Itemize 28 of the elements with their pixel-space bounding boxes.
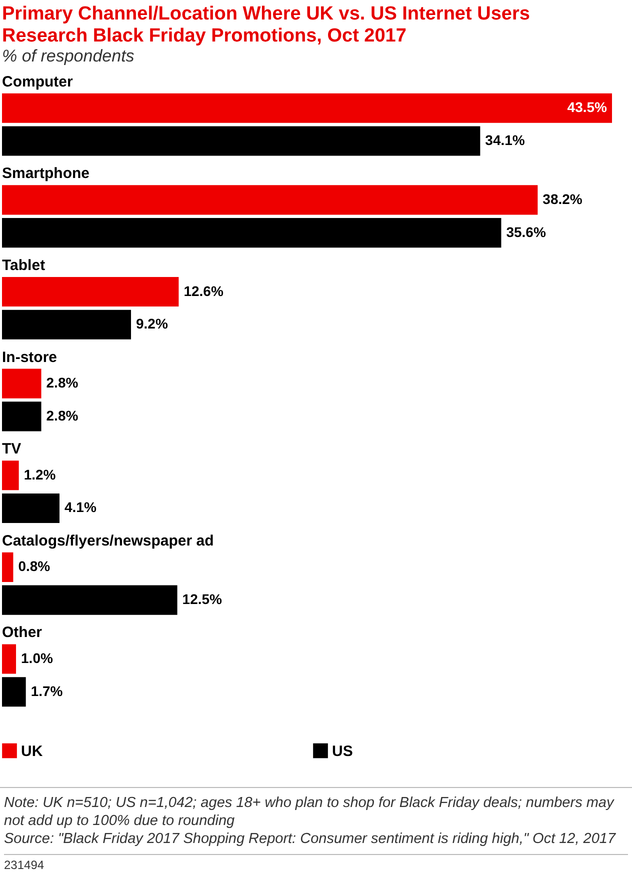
text: Primary Channel/Location Where UK vs. US Internet Users Research Black Friday Promotions, Oct 2017 — [2, 3, 530, 46]
y-tick-label: Tablet — [2, 256, 46, 274]
text: % of respondents — [2, 46, 135, 66]
data-label: 9.2% — [136, 316, 168, 332]
y-tick-label: Computer — [2, 73, 73, 90]
data-label: 2.8% — [46, 407, 79, 424]
data-label: 43.5% — [567, 99, 608, 116]
data-label: 38.2% — [542, 190, 583, 207]
data-label: 35.6% — [506, 224, 546, 240]
data-label: 1.0% — [21, 650, 54, 666]
data-label: 4.1% — [64, 499, 97, 516]
text: Note: UK n=510; US n=1,042; ages 18+ who plan to shop for Black Friday deals; numbers may not add up to 100% due to rounding — [4, 794, 616, 830]
text: 231494 — [4, 854, 628, 874]
legend-label: US — [332, 742, 353, 760]
data-label: 12.6% — [184, 282, 224, 299]
legend-label: UK — [21, 742, 43, 760]
data-label: 1.7% — [30, 682, 64, 699]
data-label: 12.5% — [182, 591, 223, 608]
data-label: 2.8% — [46, 374, 79, 391]
y-tick-label: Other — [2, 624, 42, 642]
y-tick-label: In-store — [2, 348, 58, 366]
y-tick-label: Catalogs/flyers/newspaper ad — [2, 532, 214, 550]
source-note: Source: "Black Friday 2017 Shopping Report: Consumer sentiment is riding high," Oct 12, 2017 — [4, 830, 617, 848]
y-tick-label: Smartphone — [2, 165, 90, 182]
data-label: 0.8% — [18, 558, 51, 574]
data-label: 1.2% — [24, 466, 56, 482]
y-tick-label: TV — [2, 440, 22, 458]
data-label: 34.1% — [485, 132, 526, 148]
